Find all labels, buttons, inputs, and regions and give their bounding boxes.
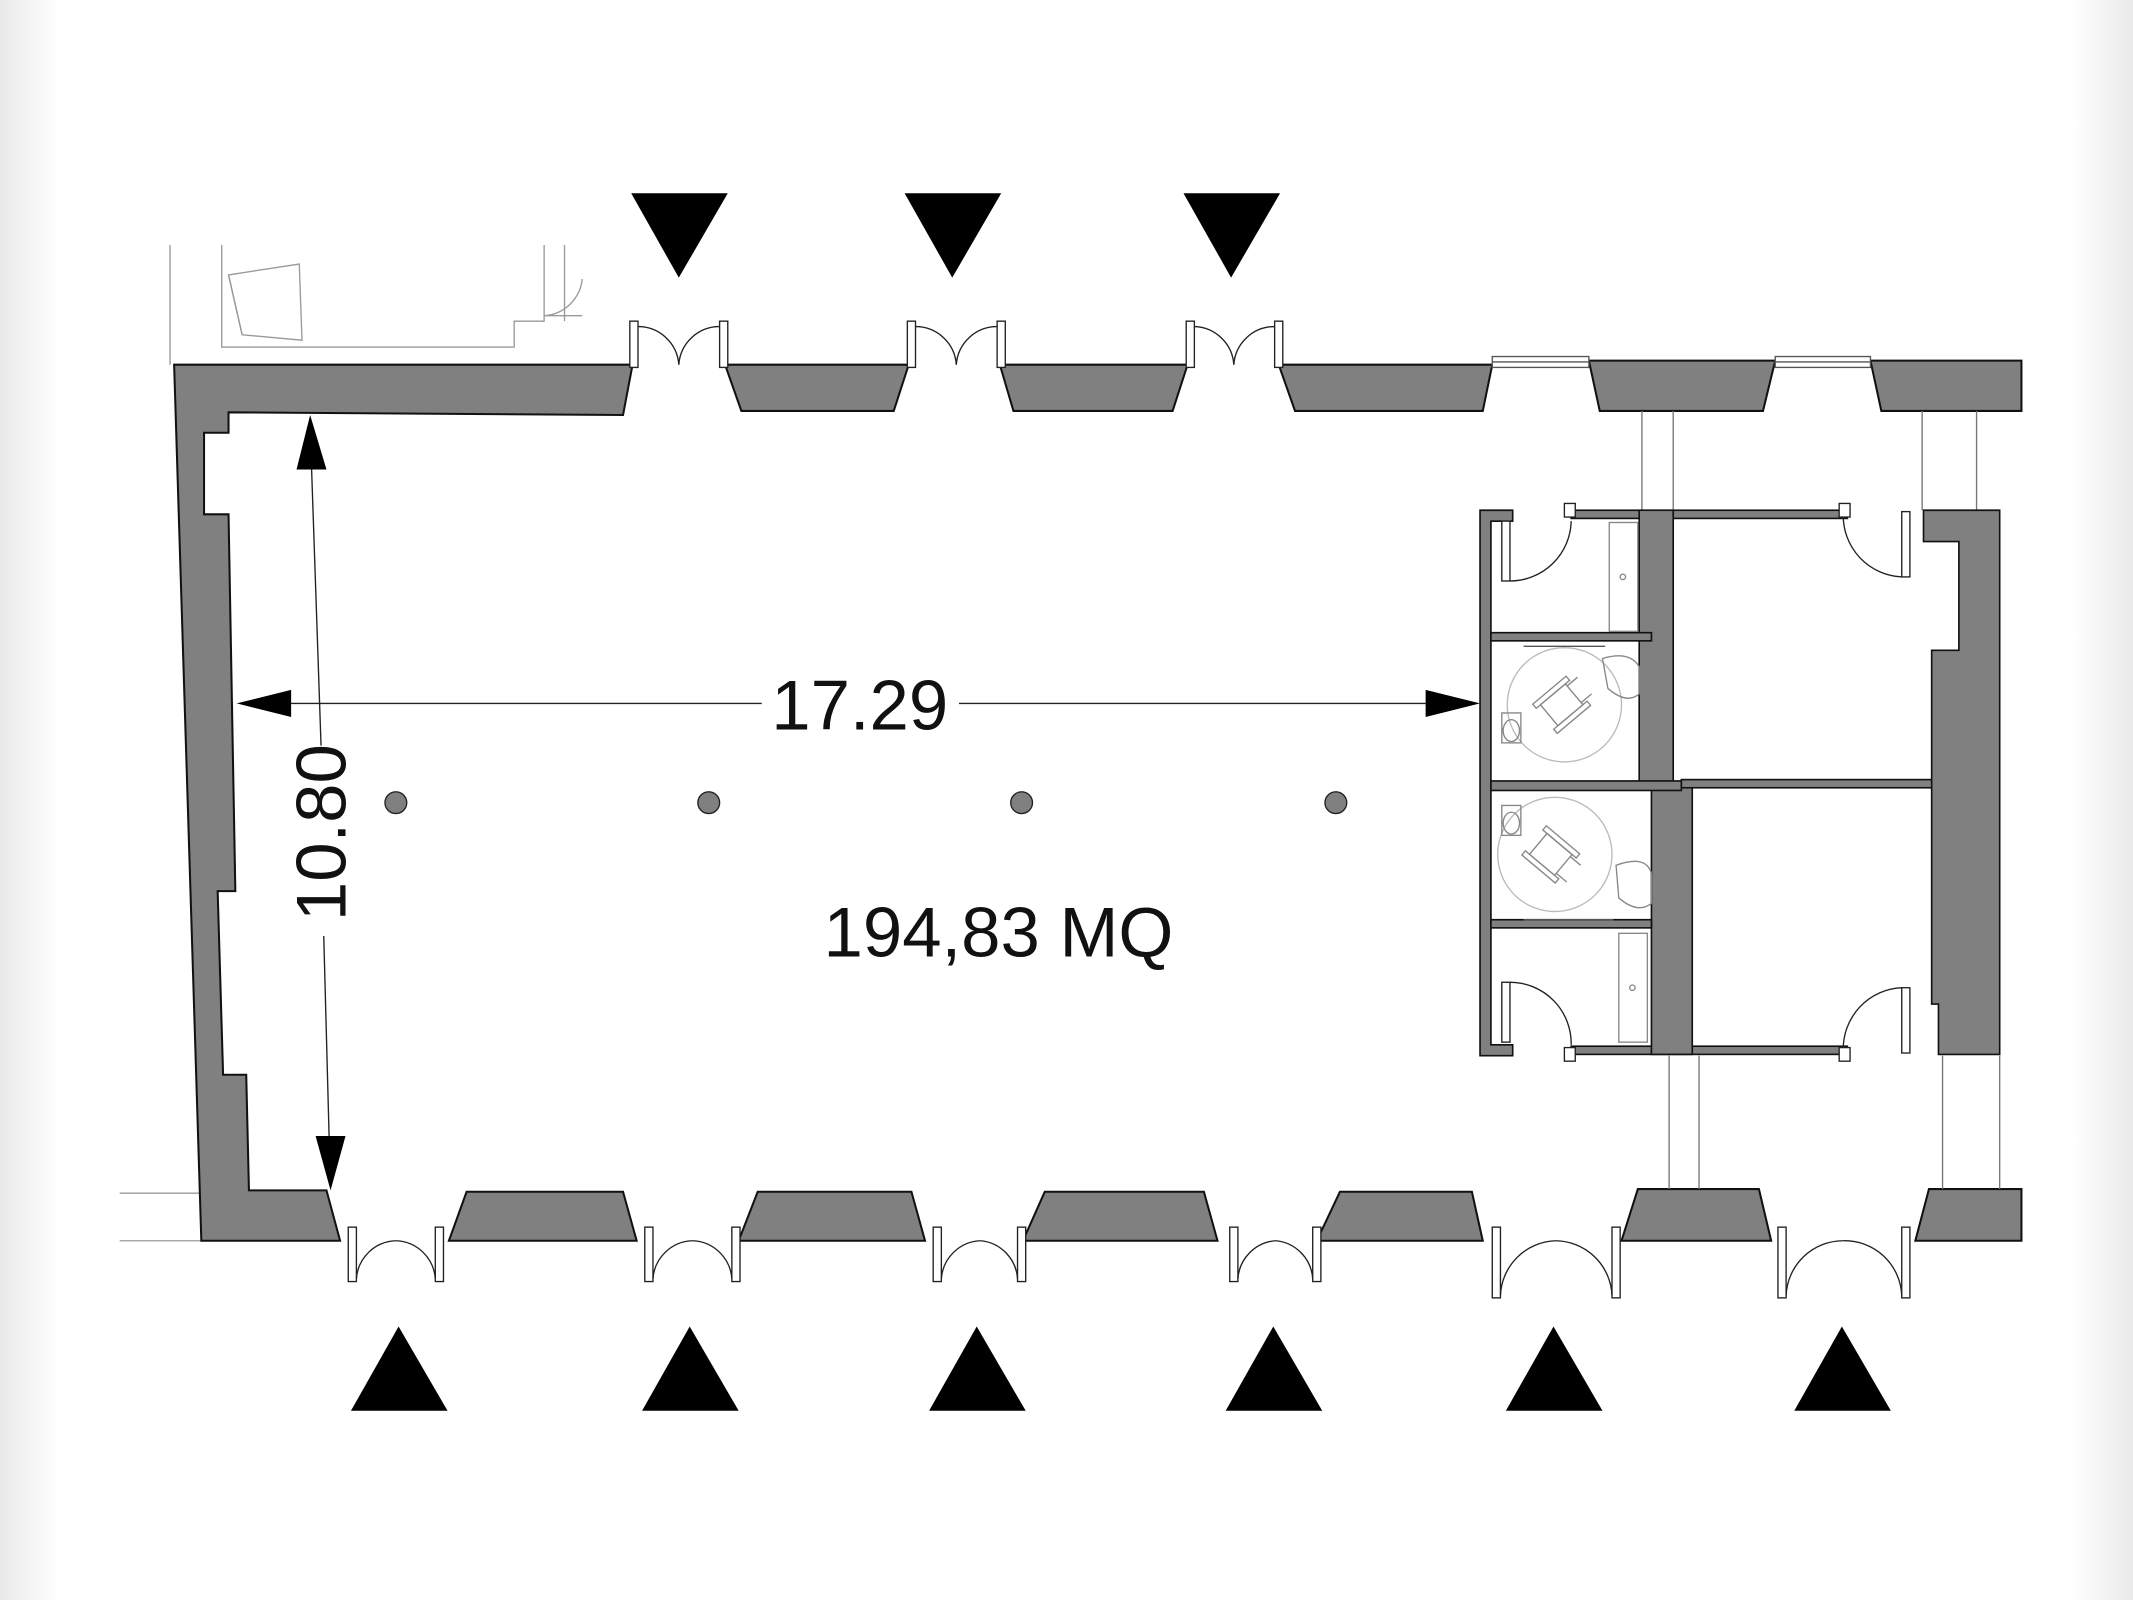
area-label: 194,83 MQ — [824, 892, 1174, 971]
bottom-wall-segment — [737, 1190, 927, 1242]
top-wall-segment — [1869, 359, 2023, 412]
pillar — [384, 791, 408, 815]
toilet-separator — [1490, 780, 1683, 792]
entrance-marker-bottom — [642, 1326, 739, 1411]
door-bottom-6 — [1777, 1226, 1911, 1299]
door-bottom-2 — [644, 1226, 741, 1283]
door-top-3 — [1185, 320, 1284, 369]
service-mid-wall — [1638, 509, 1675, 790]
accessible-wc-lower — [1497, 796, 1653, 1043]
pillar — [1010, 791, 1034, 815]
dimension-length-label: 17.29 — [771, 665, 948, 744]
entrance-marker-top — [904, 193, 1002, 278]
top-wall-segment — [1587, 359, 1777, 412]
service-block — [1479, 502, 2001, 1062]
accessible-wc-upper — [1501, 521, 1640, 763]
entrance-markers — [350, 193, 1891, 1411]
top-wall-segment — [998, 363, 1189, 412]
door-bottom-4 — [1229, 1226, 1322, 1283]
wheelchair-icon — [1531, 675, 1593, 735]
entrance-marker-bottom — [1505, 1326, 1603, 1411]
entrance-marker-bottom — [350, 1326, 448, 1411]
top-wall-segment — [1277, 363, 1494, 412]
entrance-marker-bottom — [1794, 1326, 1891, 1411]
top-doors — [629, 320, 1284, 369]
bottom-wall-segment — [1315, 1190, 1485, 1242]
bottom-wall-segment — [1620, 1188, 1773, 1242]
pillars — [384, 791, 1348, 815]
bottom-wall-segment — [1914, 1188, 2023, 1242]
service-top-wall — [1570, 509, 1849, 520]
service-divider-wall — [1680, 778, 1934, 789]
dimension-length: 17.29 — [236, 665, 1481, 744]
door-bottom-5 — [1491, 1226, 1621, 1299]
service-mid-wall — [1650, 781, 1694, 1056]
top-windows — [1491, 355, 1872, 369]
entrance-marker-bottom — [929, 1326, 1026, 1411]
service-right-wall — [1922, 509, 2001, 1056]
service-bottom-wall — [1570, 1045, 1849, 1056]
door-top-2 — [906, 320, 1006, 369]
door-bottom-1 — [347, 1226, 445, 1283]
dimension-width-label: 10.80 — [282, 744, 361, 921]
entrance-marker-top — [631, 193, 728, 278]
service-left-wall — [1479, 509, 1514, 1057]
entrance-marker-bottom — [1225, 1326, 1323, 1411]
portico-lines — [1641, 410, 2001, 1190]
pillar — [697, 791, 721, 815]
adjacent-building-outline — [119, 244, 583, 1242]
bottom-doors — [347, 1226, 1911, 1299]
bottom-wall-segment — [1021, 1190, 1219, 1242]
door-bottom-3 — [932, 1226, 1027, 1283]
door-top-1 — [629, 320, 729, 369]
top-wall-segment — [723, 363, 911, 412]
dimension-width: 10.80 — [282, 415, 361, 1191]
outer-walls — [173, 359, 2023, 1242]
wheelchair-icon — [1520, 824, 1582, 884]
bottom-wall-segment — [447, 1190, 638, 1242]
left-wall — [173, 363, 634, 1242]
pillar — [1324, 791, 1348, 815]
entrance-marker-top — [1183, 193, 1281, 278]
